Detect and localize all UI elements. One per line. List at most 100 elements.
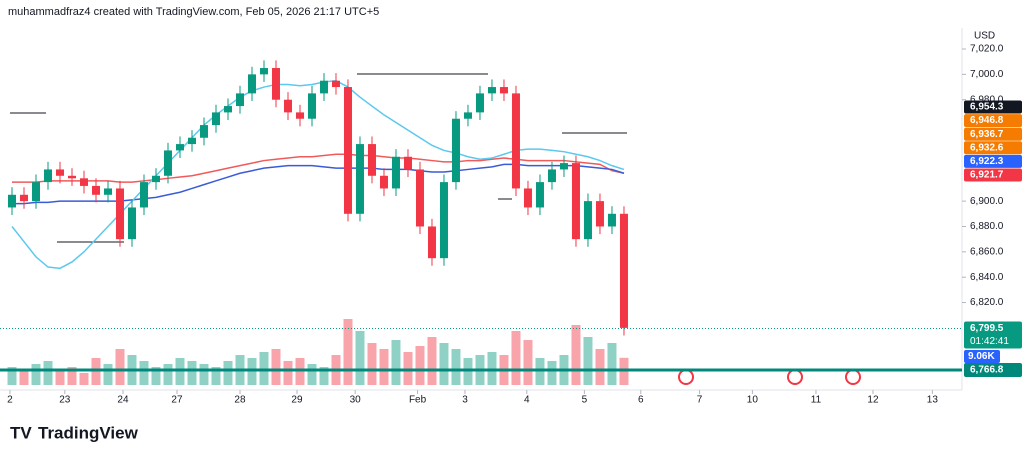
volume-bar <box>415 346 425 385</box>
candle-body <box>235 93 244 107</box>
level-box <box>964 362 1022 377</box>
candle-body <box>271 68 280 100</box>
y-tick-label: 6,840.0 <box>970 272 1004 283</box>
candle-body <box>463 112 472 119</box>
candle-body <box>307 93 316 119</box>
price-label: 6,936.7 <box>970 129 1004 140</box>
candle-body <box>31 182 40 202</box>
ma-line <box>11 79 625 270</box>
volume-bar <box>163 364 173 385</box>
candle-body <box>487 87 496 94</box>
volume-bar <box>19 370 29 385</box>
volume-bar <box>319 367 329 385</box>
candle-body <box>499 87 508 94</box>
x-tick-label: 23 <box>59 395 71 406</box>
candle-body <box>43 169 52 183</box>
volume-bar <box>139 361 149 385</box>
volume-bar <box>31 364 41 385</box>
last-price-box <box>964 321 1022 349</box>
level-label: 6,766.8 <box>970 365 1004 376</box>
candle-body <box>211 112 220 126</box>
candle-body <box>451 118 460 183</box>
volume-bar <box>247 358 257 385</box>
price-label-box <box>964 154 1022 168</box>
candle-body <box>151 175 160 183</box>
logo-mark: TV <box>10 423 32 442</box>
x-tick-label: 30 <box>350 395 362 406</box>
y-tick-label: 6,980.0 <box>970 94 1004 105</box>
candle-body <box>247 74 256 94</box>
candle-body <box>67 175 76 179</box>
x-tick-label: 13 <box>927 395 939 406</box>
candle-body <box>427 226 436 259</box>
volume-bar <box>391 340 401 385</box>
candle-body <box>367 144 376 176</box>
price-label-box <box>964 100 1022 114</box>
volume-bar <box>103 364 113 385</box>
volume-bar <box>91 358 101 385</box>
candle-body <box>595 201 604 227</box>
candle-body <box>619 213 628 328</box>
x-tick-label: 3 <box>462 395 468 406</box>
volume-bar <box>115 349 125 385</box>
volume-bar <box>307 364 317 385</box>
candle-body <box>187 137 196 145</box>
candle-body <box>571 163 580 240</box>
ma-line <box>11 163 625 205</box>
candle-body <box>295 112 304 119</box>
y-tick-label: 6,860.0 <box>970 246 1004 257</box>
candle-body <box>223 106 232 113</box>
price-label-box <box>964 141 1022 155</box>
x-tick-label: 4 <box>524 395 530 406</box>
candle-body <box>331 80 340 88</box>
candle-body <box>583 201 592 240</box>
volume-bar <box>367 343 377 385</box>
countdown: 01:42:41 <box>970 336 1009 347</box>
price-label: 6,922.3 <box>970 156 1004 167</box>
y-tick-label: 7,020.0 <box>970 44 1004 55</box>
drawings <box>10 73 627 243</box>
price-label: 6,921.7 <box>970 170 1004 181</box>
candle-body <box>355 144 364 214</box>
plot <box>7 60 629 385</box>
price-label: 6,946.8 <box>970 115 1004 126</box>
x-tick-label: 6 <box>638 395 644 406</box>
x-tick-label: 10 <box>747 395 759 406</box>
candle-body <box>19 194 28 202</box>
volume-bar <box>7 367 17 385</box>
volume-bar <box>43 361 53 385</box>
y-tick-label: 6,900.0 <box>970 196 1004 207</box>
volume-bar <box>439 343 449 385</box>
volume-bar <box>223 361 233 385</box>
volume-bar <box>211 367 221 385</box>
candle-body <box>559 163 568 170</box>
candle-body <box>439 182 448 259</box>
candle-body <box>475 93 484 113</box>
candle-body <box>523 188 532 208</box>
y-tick-label: 6,820.0 <box>970 297 1004 308</box>
candle-body <box>403 156 412 170</box>
price-label-box <box>964 114 1022 128</box>
price-label: 6,954.3 <box>970 102 1004 113</box>
candle-body <box>415 169 424 227</box>
event-flags <box>678 369 861 385</box>
volume-bar <box>547 361 557 385</box>
x-tick-label: 29 <box>291 395 303 406</box>
candle-body <box>511 93 520 189</box>
price-label-box <box>964 168 1022 182</box>
candle-body <box>379 175 388 189</box>
candle-body <box>103 188 112 195</box>
volume-bar <box>535 358 545 385</box>
credit: muhammadfraz4 created with TradingView.c… <box>8 6 379 18</box>
y-tick-label: 6,880.0 <box>970 221 1004 232</box>
volume-bar <box>295 358 305 385</box>
volume-bar <box>199 364 209 385</box>
candle-body <box>607 213 616 227</box>
x-tick-label: 28 <box>234 395 246 406</box>
volume-bar <box>379 349 389 385</box>
logo: TradingView <box>38 423 139 442</box>
currency: USD <box>974 31 995 42</box>
volume-bar <box>571 325 581 385</box>
